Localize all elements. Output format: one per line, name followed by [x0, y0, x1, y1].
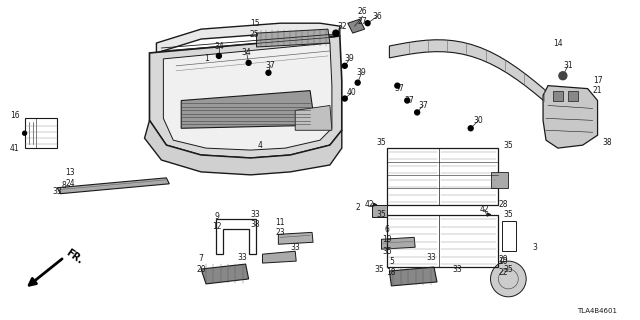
Text: 3: 3 [532, 243, 538, 252]
Text: 35: 35 [376, 138, 387, 147]
Text: 30: 30 [474, 116, 483, 125]
Circle shape [404, 98, 410, 103]
Text: 34: 34 [214, 43, 224, 52]
Text: 4: 4 [258, 140, 263, 150]
Text: 33: 33 [452, 265, 461, 274]
Polygon shape [389, 40, 563, 117]
Text: 5
18: 5 18 [387, 257, 396, 277]
Polygon shape [163, 43, 332, 150]
Polygon shape [262, 251, 296, 263]
Text: 9
12: 9 12 [212, 212, 221, 231]
Polygon shape [295, 106, 332, 130]
Polygon shape [201, 264, 248, 284]
Circle shape [468, 126, 473, 131]
Text: 8: 8 [62, 181, 67, 190]
Circle shape [355, 80, 360, 85]
Circle shape [342, 63, 348, 68]
Polygon shape [372, 204, 387, 218]
Polygon shape [490, 172, 508, 188]
Text: 35: 35 [376, 210, 387, 219]
Text: 42: 42 [365, 200, 374, 209]
Circle shape [22, 131, 27, 135]
Circle shape [342, 96, 348, 101]
Text: 32: 32 [337, 22, 347, 31]
Text: 33: 33 [238, 253, 248, 262]
Circle shape [490, 261, 526, 297]
Text: 14: 14 [553, 38, 563, 48]
Polygon shape [543, 86, 598, 148]
Text: 35: 35 [504, 265, 513, 274]
Text: 33: 33 [291, 243, 300, 252]
Circle shape [246, 60, 251, 65]
Circle shape [559, 72, 567, 80]
Text: 39: 39 [356, 68, 367, 77]
Text: 15
25: 15 25 [250, 20, 259, 39]
Text: 40: 40 [347, 88, 356, 97]
Text: 28: 28 [499, 200, 508, 209]
Text: 17
21: 17 21 [593, 76, 602, 95]
Text: 35: 35 [374, 265, 385, 274]
Text: FR.: FR. [64, 248, 84, 267]
Text: 37: 37 [418, 101, 428, 110]
Text: 35: 35 [504, 210, 513, 219]
Circle shape [333, 30, 339, 36]
Text: 38: 38 [603, 138, 612, 147]
Text: 35: 35 [383, 247, 392, 256]
Polygon shape [348, 19, 365, 33]
Text: 39: 39 [345, 54, 355, 63]
Text: 37: 37 [394, 84, 404, 93]
Text: 33: 33 [426, 253, 436, 262]
Text: 10
22: 10 22 [499, 257, 508, 277]
Circle shape [395, 83, 400, 88]
Text: 37: 37 [404, 96, 414, 105]
Circle shape [415, 110, 420, 115]
Polygon shape [381, 237, 415, 249]
Text: 1: 1 [205, 54, 209, 63]
Text: 29: 29 [499, 255, 508, 264]
Polygon shape [568, 91, 578, 100]
Circle shape [365, 21, 370, 26]
Text: 41: 41 [10, 144, 19, 153]
Circle shape [216, 53, 221, 58]
Polygon shape [553, 91, 563, 100]
Polygon shape [150, 36, 342, 158]
Text: 2: 2 [355, 203, 360, 212]
Polygon shape [257, 29, 330, 47]
Text: 37: 37 [266, 61, 275, 70]
Text: 33
38: 33 38 [251, 210, 260, 229]
Polygon shape [278, 232, 313, 244]
Text: 13
24: 13 24 [65, 168, 75, 188]
Text: 16: 16 [10, 111, 19, 120]
Text: 7
20: 7 20 [196, 254, 206, 274]
Circle shape [266, 70, 271, 75]
Polygon shape [156, 23, 340, 53]
Text: 6
19: 6 19 [383, 225, 392, 244]
Text: 35: 35 [504, 140, 513, 150]
Polygon shape [389, 267, 437, 286]
Text: 26
27: 26 27 [358, 6, 367, 26]
Text: 11
23: 11 23 [276, 218, 285, 237]
Polygon shape [181, 91, 315, 128]
Text: 34: 34 [242, 48, 252, 57]
Text: 33: 33 [52, 187, 62, 196]
Text: 36: 36 [372, 12, 382, 21]
Polygon shape [145, 120, 342, 175]
Text: 42: 42 [480, 205, 490, 214]
Text: TLA4B4601: TLA4B4601 [577, 308, 618, 314]
Polygon shape [58, 178, 170, 194]
Text: 31: 31 [563, 61, 573, 70]
